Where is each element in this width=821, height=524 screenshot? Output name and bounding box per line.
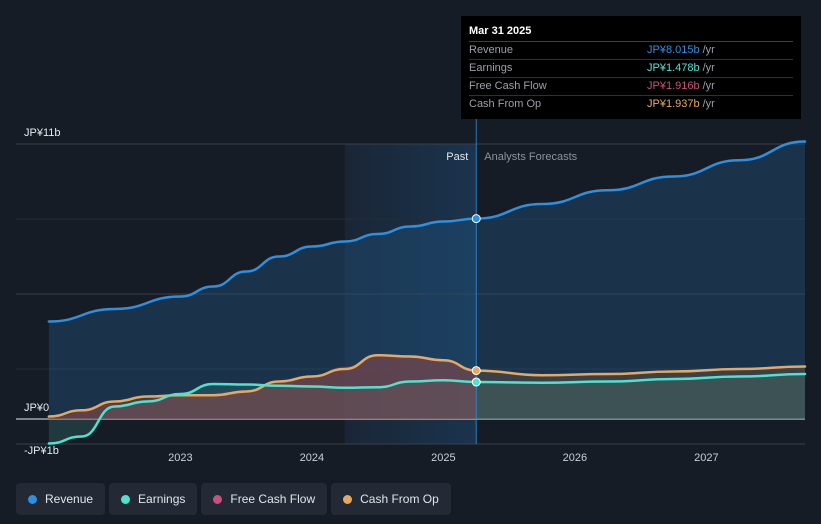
tooltip: Mar 31 2025 Revenue JP¥8.015b /yr Earnin… [461, 16, 801, 119]
y-tick-label: -JP¥1b [24, 445, 59, 457]
legend-dot-icon [343, 494, 353, 504]
x-tick-label: 2026 [563, 452, 587, 464]
legend-item-earnings[interactable]: Earnings [109, 483, 198, 515]
legend-label: Free Cash Flow [230, 492, 316, 506]
tooltip-value: JP¥1.937b [647, 98, 700, 110]
earnings-line [47, 372, 807, 445]
tooltip-value: JP¥1.916b [647, 80, 700, 92]
legend-dot-icon [121, 494, 131, 504]
cash-from-op-marker [471, 366, 481, 376]
x-tick-label: 2025 [431, 452, 455, 464]
legend-label: Cash From Op [360, 492, 439, 506]
earnings-marker [471, 377, 481, 387]
tooltip-unit: /yr [702, 44, 715, 56]
tooltip-row-cash-from-op: Cash From Op JP¥1.937b /yr [469, 96, 793, 113]
legend-label: Earnings [138, 492, 186, 506]
x-tick-label: 2027 [694, 452, 718, 464]
y-tick-label: JP¥0 [24, 402, 49, 414]
legend: Revenue Earnings Free Cash Flow Cash Fro… [16, 483, 451, 515]
tooltip-date: Mar 31 2025 [469, 24, 793, 42]
x-tick-label: 2023 [168, 452, 192, 464]
tooltip-value: JP¥8.015b [647, 44, 700, 56]
past-label: Past [446, 151, 468, 163]
tooltip-row-earnings: Earnings JP¥1.478b /yr [469, 60, 793, 78]
legend-label: Revenue [45, 492, 94, 506]
tooltip-label: Earnings [469, 62, 513, 74]
legend-item-revenue[interactable]: Revenue [16, 483, 106, 515]
revenue-marker [471, 214, 481, 224]
tooltip-label: Cash From Op [469, 98, 542, 110]
legend-dot-icon [213, 494, 223, 504]
x-tick-label: 2024 [300, 452, 324, 464]
tooltip-row-revenue: Revenue JP¥8.015b /yr [469, 42, 793, 60]
tooltip-value: JP¥1.478b [647, 62, 700, 74]
revenue-area [48, 141, 805, 419]
cash-from-op-line [47, 353, 807, 418]
y-tick-label: JP¥11b [24, 127, 61, 139]
legend-dot-icon [28, 494, 37, 504]
tooltip-unit: /yr [702, 80, 715, 92]
tooltip-unit: /yr [702, 98, 715, 110]
legend-item-cash-from-op[interactable]: Cash From Op [331, 483, 451, 515]
tooltip-row-free-cash-flow: Free Cash Flow JP¥1.916b /yr [469, 78, 793, 96]
tooltip-label: Revenue [469, 44, 514, 56]
legend-item-free-cash-flow[interactable]: Free Cash Flow [201, 483, 328, 515]
forecast-label: Analysts Forecasts [484, 151, 577, 163]
cash-from-op-area [48, 355, 805, 419]
revenue-line [47, 140, 807, 323]
tooltip-label: Free Cash Flow [469, 80, 547, 92]
tooltip-unit: /yr [702, 62, 715, 74]
